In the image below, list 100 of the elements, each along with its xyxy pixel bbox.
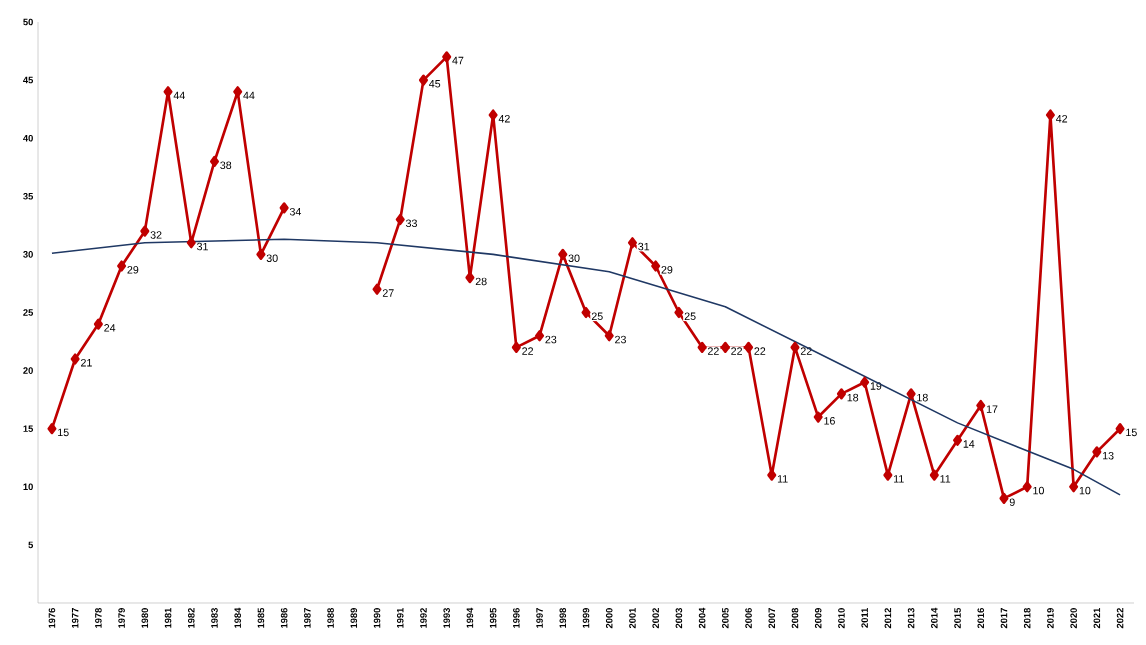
data-label: 23 <box>615 335 626 344</box>
x-tick-label: 1994 <box>466 607 474 628</box>
x-tick-label: 1985 <box>257 607 265 628</box>
data-label: 22 <box>707 347 719 355</box>
x-tick-label: 1987 <box>304 608 311 628</box>
point <box>697 341 707 353</box>
x-tick-label: 1990 <box>373 608 381 628</box>
point <box>929 469 939 481</box>
y-tick-label: 15 <box>23 425 34 432</box>
x-tick-label: 2015 <box>954 607 961 629</box>
data-label: 9 <box>1009 498 1015 506</box>
data-label: 44 <box>173 91 185 100</box>
data-label: 31 <box>196 242 208 251</box>
point <box>720 341 730 353</box>
y-tick-label: 5 <box>28 541 34 549</box>
x-tick-label: 2012 <box>884 608 892 629</box>
data-label: 27 <box>382 289 394 297</box>
data-label: 44 <box>243 91 255 100</box>
x-tick-label: 2018 <box>1023 608 1031 629</box>
point <box>836 388 846 400</box>
x-tick-label: 2013 <box>907 608 915 629</box>
x-tick-label: 2004 <box>698 607 706 629</box>
point <box>488 109 498 121</box>
point <box>140 225 150 237</box>
x-tick-label: 2009 <box>814 608 822 629</box>
y-tick-label: 45 <box>23 76 34 84</box>
point <box>558 248 568 260</box>
point <box>372 283 382 295</box>
x-tick-label: 1992 <box>420 608 427 628</box>
x-tick-label: 2001 <box>629 607 636 629</box>
x-tick-label: 2006 <box>745 608 752 629</box>
x-tick-label: 2011 <box>861 607 868 628</box>
y-tick-label: 20 <box>23 367 33 374</box>
data-label: 13 <box>1103 451 1114 460</box>
x-tick-label: 1976 <box>48 608 56 628</box>
point <box>256 248 266 260</box>
point <box>883 469 893 481</box>
data-label: 25 <box>684 312 696 321</box>
x-tick-label: 2021 <box>1093 607 1101 629</box>
data-label: 10 <box>1033 486 1044 495</box>
point <box>999 492 1009 505</box>
point <box>744 341 754 353</box>
data-label: 31 <box>638 242 650 251</box>
point <box>627 237 637 249</box>
x-tick-label: 1989 <box>350 608 358 628</box>
data-label: 16 <box>824 417 835 425</box>
y-tick-label: 35 <box>23 192 34 200</box>
data-label: 29 <box>127 266 139 274</box>
x-tick-label: 2000 <box>605 608 613 629</box>
point <box>651 260 661 272</box>
x-tick-label: 2010 <box>838 608 845 629</box>
data-label: 17 <box>986 405 998 413</box>
point <box>674 306 684 319</box>
data-label: 11 <box>777 475 788 483</box>
y-tick-label: 25 <box>23 309 34 316</box>
x-tick-label: 2005 <box>722 607 729 629</box>
point <box>535 330 545 342</box>
data-label: 28 <box>475 277 487 286</box>
x-tick-label: 2022 <box>1116 608 1124 629</box>
data-label: 30 <box>568 254 580 262</box>
data-label: 11 <box>940 475 951 483</box>
x-tick-label: 2014 <box>931 607 938 629</box>
point <box>976 399 986 412</box>
x-tick-label: 1980 <box>141 608 149 628</box>
point <box>465 272 475 284</box>
data-label: 18 <box>847 393 859 402</box>
x-tick-label: 1991 <box>396 607 404 628</box>
point <box>581 306 591 319</box>
x-tick-label: 1998 <box>559 608 567 628</box>
point <box>186 237 196 249</box>
data-label: 22 <box>731 347 742 355</box>
x-tick-label: 1978 <box>95 608 102 628</box>
point <box>209 155 220 168</box>
data-label: 42 <box>1056 114 1068 123</box>
x-tick-label: 2002 <box>652 608 659 629</box>
point <box>604 330 614 342</box>
data-label: 38 <box>220 161 232 169</box>
x-tick-label: 2017 <box>1000 608 1008 629</box>
data-label: 34 <box>289 207 302 216</box>
x-tick-label: 1995 <box>489 607 497 628</box>
point <box>1092 446 1102 458</box>
point <box>442 51 452 63</box>
data-label: 33 <box>405 219 417 228</box>
point <box>395 213 405 226</box>
data-label: 47 <box>452 56 464 65</box>
line-series <box>51 238 1121 496</box>
point <box>93 318 103 330</box>
point <box>279 202 289 214</box>
data-label: 22 <box>800 347 812 355</box>
data-label: 19 <box>870 382 882 390</box>
point <box>1069 481 1079 493</box>
data-label: 24 <box>104 324 116 332</box>
x-tick-label: 1983 <box>211 608 218 628</box>
point <box>47 423 57 435</box>
data-label: 32 <box>150 231 162 239</box>
point <box>813 411 823 423</box>
x-tick-label: 2008 <box>791 608 799 629</box>
point <box>70 353 80 365</box>
data-label: 15 <box>1126 428 1137 437</box>
point <box>906 388 916 400</box>
